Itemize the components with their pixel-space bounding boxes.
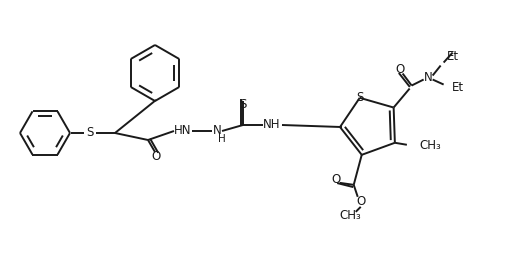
Text: NH: NH [263, 118, 281, 132]
Text: HN: HN [174, 125, 192, 138]
Text: O: O [151, 149, 160, 163]
Text: O: O [331, 173, 341, 186]
Text: H: H [218, 134, 226, 144]
Text: CH₃: CH₃ [420, 139, 442, 152]
Text: S: S [86, 126, 94, 140]
Text: S: S [239, 98, 247, 110]
Text: Et: Et [452, 81, 464, 94]
Text: N: N [213, 125, 221, 138]
Text: N: N [424, 71, 433, 84]
Text: O: O [395, 63, 404, 76]
Text: S: S [356, 91, 363, 104]
Text: Et: Et [447, 50, 459, 63]
Text: CH₃: CH₃ [340, 209, 362, 222]
Text: O: O [356, 195, 365, 208]
